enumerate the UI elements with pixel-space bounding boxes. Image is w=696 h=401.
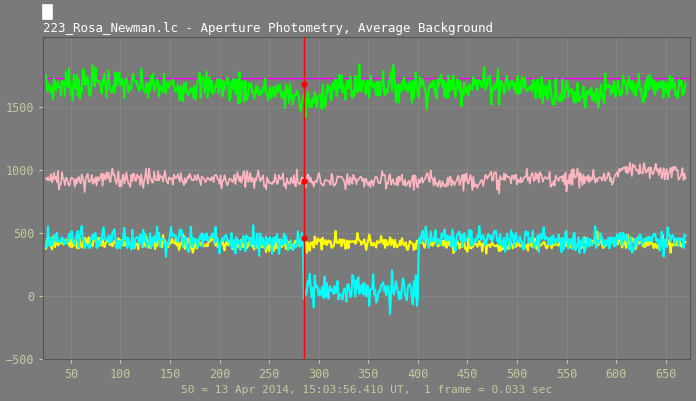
Text: ✂: ✂ xyxy=(43,5,51,18)
X-axis label: 50 = 13 Apr 2014, 15:03:56.410 UT,  1 frame = 0.033 sec: 50 = 13 Apr 2014, 15:03:56.410 UT, 1 fra… xyxy=(181,385,553,395)
Text: 223_Rosa_Newman.lc - Aperture Photometry, Average Background: 223_Rosa_Newman.lc - Aperture Photometry… xyxy=(43,22,493,34)
